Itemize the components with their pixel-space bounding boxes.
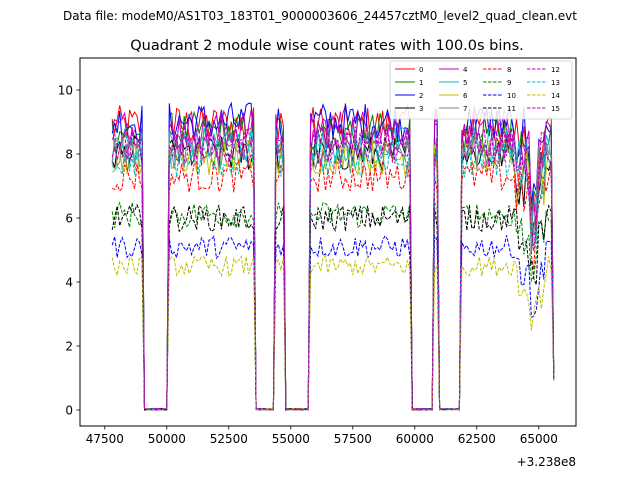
x-tick-label: 47500: [86, 432, 124, 446]
x-tick-label: 52500: [210, 432, 248, 446]
legend-label-0: 0: [419, 66, 423, 74]
legend-label-12: 12: [551, 66, 560, 74]
legend-label-13: 13: [551, 79, 560, 87]
series-layer: [111, 101, 555, 411]
x-tick-label: 60000: [396, 432, 434, 446]
x-tick-label: 57500: [334, 432, 372, 446]
legend-label-2: 2: [419, 92, 423, 100]
legend-label-6: 6: [463, 92, 468, 100]
y-tick-label: 0: [65, 404, 73, 418]
legend-box: [389, 60, 573, 120]
series-line-9: [111, 201, 555, 411]
legend-label-3: 3: [419, 105, 423, 113]
x-tick-label: 50000: [148, 432, 186, 446]
x-axis: 47500 50000 52500 55000 57500 60000 62500 65000: [86, 426, 558, 446]
series-line-4: [111, 108, 555, 411]
legend-label-9: 9: [507, 79, 511, 87]
series-line-8: [111, 158, 555, 411]
x-offset-label: +3.238e8: [517, 455, 576, 469]
legend-label-14: 14: [551, 92, 560, 100]
legend-label-4: 4: [463, 66, 468, 74]
legend-label-11: 11: [507, 105, 516, 113]
x-tick-label: 65000: [520, 432, 558, 446]
series-line-6: [111, 138, 555, 411]
y-axis: 0 2 4 6 8 10: [58, 84, 80, 418]
series-line-15: [111, 125, 555, 411]
y-tick-label: 4: [65, 276, 73, 290]
axes-frame: [79, 57, 577, 427]
y-tick-label: 8: [65, 148, 73, 162]
y-tick-label: 2: [65, 340, 73, 354]
x-tick-label: 62500: [458, 432, 496, 446]
y-tick-label: 6: [65, 212, 73, 226]
legend-label-15: 15: [551, 105, 560, 113]
legend-label-10: 10: [507, 92, 516, 100]
legend-label-1: 1: [419, 79, 423, 87]
chart-suptitle: Data file: modeM0/AS1T03_183T01_90000036…: [63, 9, 577, 23]
x-tick-label: 55000: [272, 432, 310, 446]
series-line-13: [111, 142, 555, 411]
series-line-10: [111, 234, 555, 411]
legend-label-8: 8: [507, 66, 511, 74]
legend-label-7: 7: [463, 105, 467, 113]
series-line-14: [111, 254, 555, 411]
chart-title: Quadrant 2 module wise count rates with …: [130, 38, 524, 54]
series-line-11: [111, 203, 555, 411]
y-tick-label: 10: [58, 84, 73, 98]
series-line-0: [111, 105, 555, 411]
legend-label-5: 5: [463, 79, 467, 87]
